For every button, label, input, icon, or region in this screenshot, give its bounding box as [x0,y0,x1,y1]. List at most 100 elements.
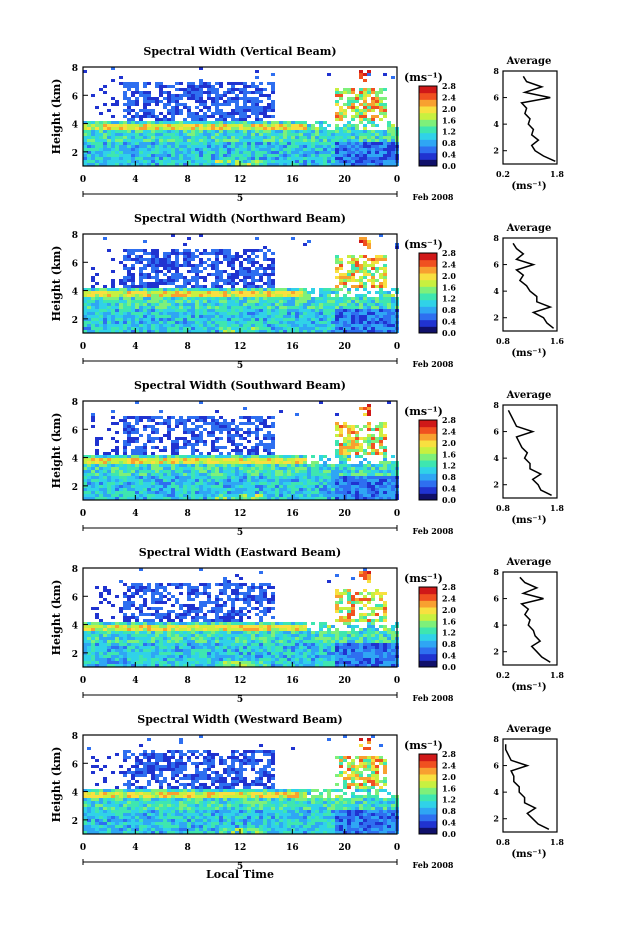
colorbar-unit: (ms⁻¹) [404,405,443,418]
colorbar-tick-label: 1.2 [442,461,456,471]
colorbar-tick-label: 2.8 [442,415,456,425]
avg-x-axis-label: (ms⁻¹) [511,849,546,860]
colorbar [419,253,437,334]
x-tick-label: 8 [185,342,191,352]
avg-y-tick-label: 8 [493,66,499,76]
avg-x-axis-label: (ms⁻¹) [511,348,546,359]
colorbar [419,587,437,668]
x-tick-label: 12 [234,175,247,185]
avg-y-tick-label: 4 [493,620,499,630]
chart-panel-4: Spectral Width (Eastward Beam) 2 4 6 8 Height… [50,546,564,705]
colorbar-tick-label: 2.4 [442,593,456,603]
date-label: Feb 2008 [413,359,454,369]
y-tick-label: 2 [72,650,78,660]
chart-title: Spectral Width (Vertical Beam) [143,45,336,58]
average-frame [502,237,558,332]
colorbar [419,420,437,501]
avg-x-tick-label: 1.6 [550,336,564,346]
chart-title: Spectral Width (Northward Beam) [134,212,346,225]
y-tick-label: 6 [72,426,78,436]
x-tick-label: 0 [394,676,400,686]
x-tick-label: 4 [132,843,138,853]
heatmap-field [83,401,399,500]
colorbar-tick-label: 0.4 [442,651,456,661]
y-tick-label: 2 [72,316,78,326]
x-tick-label: 0 [394,342,400,352]
colorbar-tick-label: 0.4 [442,484,456,494]
average-frame [502,70,558,165]
colorbar-frame [418,419,438,501]
x-tick-label: 0 [80,676,86,686]
avg-y-tick-label: 8 [493,233,499,243]
avg-y-tick-label: 8 [493,567,499,577]
day-label: 5 [237,862,243,872]
colorbar-unit: (ms⁻¹) [404,238,443,251]
x-tick-label: 16 [286,843,299,853]
average-frame [502,738,558,833]
x-axis-label: Local Time [206,868,274,881]
colorbar-tick-label: 1.2 [442,628,456,638]
avg-y-tick-label: 2 [493,480,499,490]
colorbar-frame [418,586,438,668]
avg-x-tick-label: 0.8 [496,503,510,513]
colorbar-tick-label: 2.4 [442,426,456,436]
y-tick-label: 2 [72,817,78,827]
x-tick-label: 8 [185,676,191,686]
avg-x-axis-label: (ms⁻¹) [511,181,546,192]
colorbar-tick-label: 2.0 [442,605,456,615]
avg-y-tick-label: 2 [493,146,499,156]
colorbar-tick-label: 0.4 [442,317,456,327]
colorbar-tick-label: 2.8 [442,749,456,759]
avg-y-tick-label: 4 [493,453,499,463]
colorbar-unit: (ms⁻¹) [404,739,443,752]
avg-y-tick-label: 4 [493,286,499,296]
y-tick-label: 2 [72,483,78,493]
colorbar [419,86,437,167]
colorbar-tick-label: 0.8 [442,138,456,148]
avg-x-tick-label: 1.8 [550,503,564,513]
average-profile-line [512,242,555,329]
colorbar-unit: (ms⁻¹) [404,71,443,84]
x-tick-label: 0 [80,509,86,519]
colorbar-tick-label: 2.4 [442,760,456,770]
date-label: Feb 2008 [413,860,454,870]
avg-x-tick-label: 1.8 [550,169,564,179]
x-tick-label: 4 [132,175,138,185]
x-tick-label: 12 [234,676,247,686]
y-tick-label: 8 [72,398,78,408]
day-label: 5 [237,528,243,538]
day-label: 5 [237,695,243,705]
heatmap-field [83,234,399,333]
colorbar-frame [418,85,438,167]
colorbar-tick-label: 1.6 [442,115,456,125]
x-tick-label: 0 [80,175,86,185]
chart-panel-2: Spectral Width (Northward Beam) 2 4 6 8 Heigh… [50,212,564,371]
x-tick-label: 8 [185,509,191,519]
x-tick-label: 20 [338,509,351,519]
y-axis-label: Height (km) [50,413,63,489]
average-profile-line [504,744,550,830]
avg-y-tick-label: 2 [493,814,499,824]
x-tick-label: 8 [185,843,191,853]
y-tick-label: 8 [72,732,78,742]
colorbar-tick-label: 0.0 [442,829,456,839]
y-tick-label: 4 [72,288,78,298]
average-title: Average [506,390,552,401]
colorbar-tick-label: 0.0 [442,495,456,505]
y-tick-label: 8 [72,565,78,575]
x-tick-label: 16 [286,175,299,185]
x-tick-label: 12 [234,843,247,853]
colorbar-tick-label: 2.8 [442,248,456,258]
colorbar-frame [418,252,438,334]
day-label: 5 [237,361,243,371]
average-frame [502,571,558,666]
day-label: 5 [237,194,243,204]
colorbar [419,754,437,835]
colorbar-tick-label: 0.8 [442,639,456,649]
heatmap-field [83,67,399,166]
colorbar-tick-label: 0.0 [442,662,456,672]
avg-y-tick-label: 6 [493,594,499,604]
x-tick-label: 0 [394,843,400,853]
chart-panel-5: Spectral Width (Westward Beam) 2 4 6 8 Height… [50,713,564,872]
x-tick-label: 16 [286,676,299,686]
